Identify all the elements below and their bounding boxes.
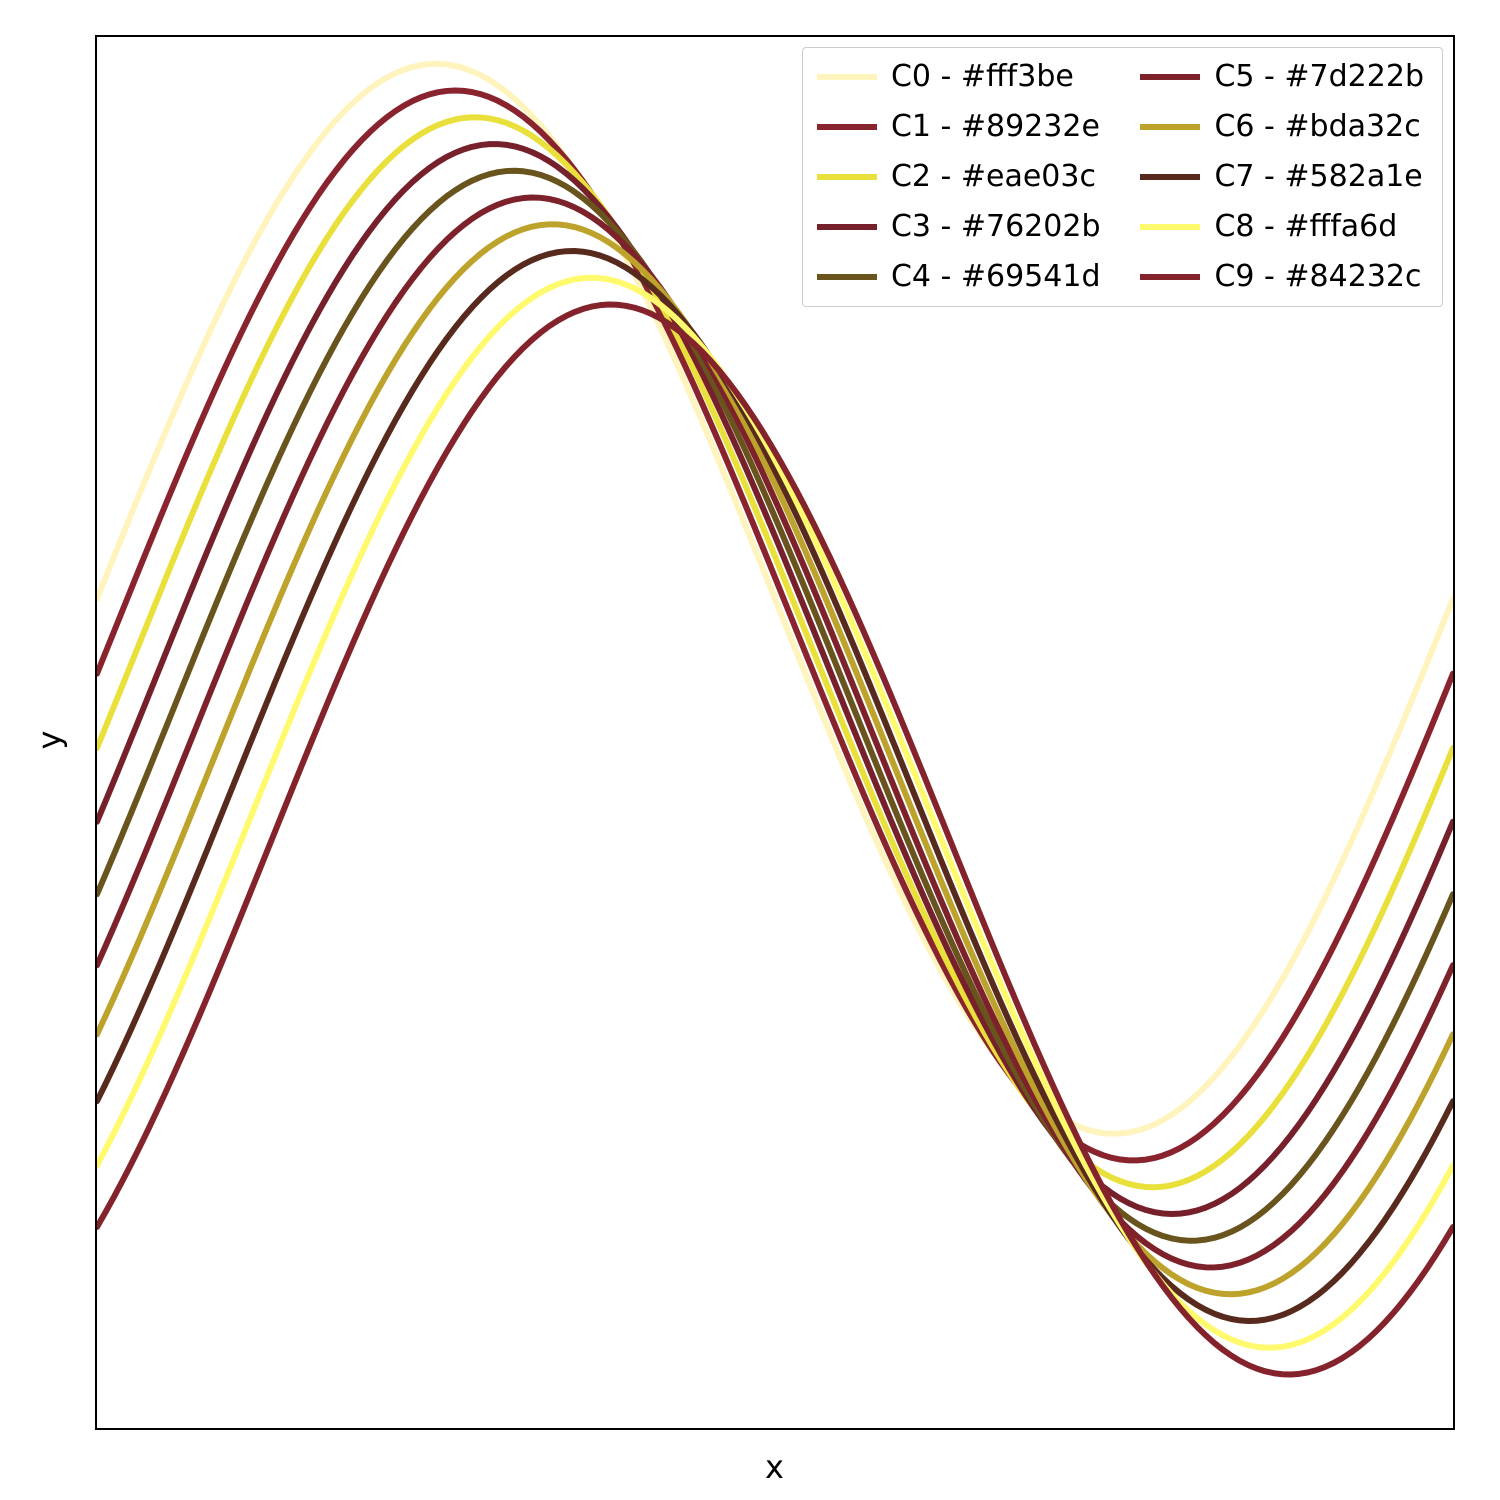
- legend-item: C5 - #7d222b: [1140, 56, 1424, 98]
- legend-item: C9 - #84232c: [1140, 256, 1424, 298]
- y-axis-label: y: [30, 730, 68, 749]
- legend-label: C8 - #fffa6d: [1214, 206, 1397, 248]
- legend-swatch: [817, 224, 877, 230]
- legend-label: C0 - #fff3be: [891, 56, 1074, 98]
- legend-label: C9 - #84232c: [1214, 256, 1421, 298]
- legend-column: C5 - #7d222b C6 - #bda32c C7 - #582a1e C8 -…: [1140, 56, 1424, 298]
- legend: C0 - #fff3be C1 - #89232e C2 - #eae03c C3 -…: [802, 47, 1443, 307]
- legend-swatch: [1140, 274, 1200, 280]
- legend-swatch: [817, 174, 877, 180]
- legend-item: C6 - #bda32c: [1140, 106, 1424, 148]
- legend-label: C6 - #bda32c: [1214, 106, 1420, 148]
- legend-swatch: [1140, 174, 1200, 180]
- legend-swatch: [817, 74, 877, 80]
- legend-label: C5 - #7d222b: [1214, 56, 1424, 98]
- legend-column: C0 - #fff3be C1 - #89232e C2 - #eae03c C3 -…: [817, 56, 1101, 298]
- series-line: [97, 198, 1453, 1268]
- legend-item: C2 - #eae03c: [817, 156, 1101, 198]
- legend-swatch: [817, 124, 877, 130]
- legend-label: C1 - #89232e: [891, 106, 1100, 148]
- legend-item: C4 - #69541d: [817, 256, 1101, 298]
- legend-swatch: [817, 274, 877, 280]
- legend-label: C7 - #582a1e: [1214, 156, 1422, 198]
- series-line: [97, 278, 1453, 1348]
- legend-label: C3 - #76202b: [891, 206, 1101, 248]
- figure: C0 - #fff3be C1 - #89232e C2 - #eae03c C3 -…: [0, 0, 1500, 1500]
- legend-label: C4 - #69541d: [891, 256, 1101, 298]
- plot-axes: C0 - #fff3be C1 - #89232e C2 - #eae03c C3 -…: [95, 35, 1455, 1430]
- legend-item: C1 - #89232e: [817, 106, 1101, 148]
- legend-label: C2 - #eae03c: [891, 156, 1096, 198]
- legend-item: C0 - #fff3be: [817, 56, 1101, 98]
- legend-item: C3 - #76202b: [817, 206, 1101, 248]
- x-axis-label: x: [765, 1448, 784, 1486]
- legend-swatch: [1140, 224, 1200, 230]
- legend-swatch: [1140, 124, 1200, 130]
- legend-swatch: [1140, 74, 1200, 80]
- legend-item: C7 - #582a1e: [1140, 156, 1424, 198]
- legend-item: C8 - #fffa6d: [1140, 206, 1424, 248]
